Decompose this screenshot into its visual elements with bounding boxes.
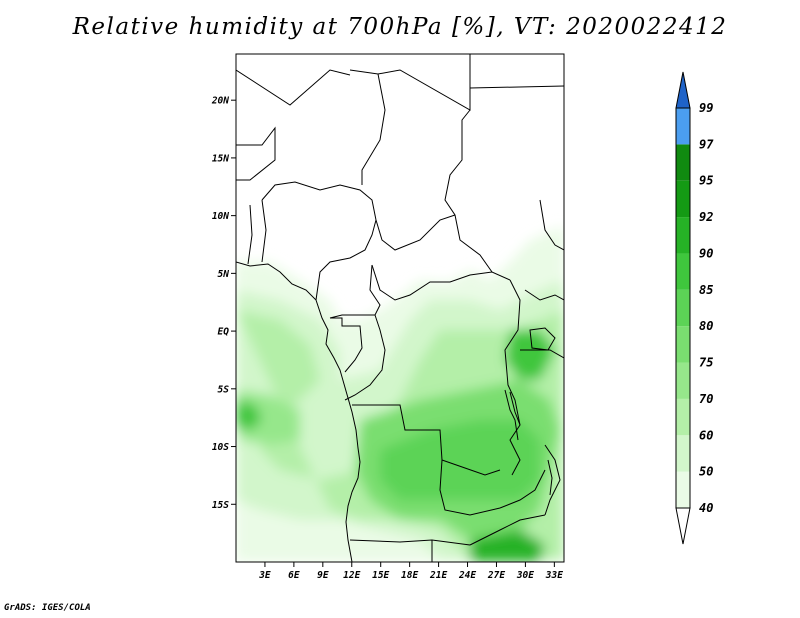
lat-tick-label: 20N: [211, 96, 229, 107]
colorbar-segment: [676, 253, 690, 290]
border-niger-chad: [361, 73, 386, 185]
border-cameroon-car: [375, 214, 456, 251]
colorbar-label: 92: [699, 210, 713, 224]
border-mali-niger: [236, 126, 276, 181]
border-angola-zambia: [439, 459, 501, 516]
colorbar-segment: [676, 144, 690, 181]
colorbar-segment: [676, 435, 690, 472]
border-algeria-niger: [236, 69, 351, 106]
colorbar-above-triangle: [675, 71, 691, 109]
humidity-region-90: [470, 530, 545, 562]
colorbar-segment: [676, 108, 690, 145]
lat-tick-label: EQ: [218, 327, 230, 338]
humidity-region-85: [236, 400, 262, 430]
lat-tick-label: 5S: [218, 384, 230, 395]
humidity-region-80: [380, 420, 540, 500]
map-title: Relative humidity at 700hPa [%], VT: 202…: [72, 14, 728, 40]
border-nigeria-north: [261, 181, 377, 221]
colorbar-segment: [676, 289, 690, 327]
border-east-drc: [504, 279, 521, 476]
border-uganda-kenya: [524, 289, 564, 301]
border-togo: [247, 204, 253, 265]
border-nigeria-cameroon: [315, 219, 377, 301]
colorbar-label: 95: [699, 174, 713, 188]
country-borders: [236, 54, 564, 562]
lon-tick-label: 30E: [516, 570, 534, 581]
colorbar-label: 40: [699, 501, 713, 515]
colorbar-label: 80: [699, 319, 713, 333]
colorbar-segment: [676, 471, 690, 508]
lat-tick-label: 15N: [212, 153, 229, 164]
border-sudan-egypt: [469, 85, 564, 89]
colorbar-segment: [676, 217, 690, 254]
humidity-region-70: [236, 390, 300, 445]
colorbar-segment: [676, 326, 690, 363]
humidity-field: [236, 226, 564, 562]
lat-tick-label: 10N: [212, 211, 229, 222]
colorbar-label: 97: [699, 137, 714, 151]
lake-tanganyika: [504, 389, 521, 441]
lon-tick-label: 3E: [258, 570, 271, 581]
border-gabon: [330, 317, 363, 373]
border-tanzania: [520, 349, 564, 359]
lon-tick-label: 33E: [545, 570, 563, 581]
border-libya: [349, 54, 471, 111]
axis-ticks: 20N 15N 10N 5N EQ 5S 10S 15S 3E 6E 9E 12E 15E 18E 21E 2…: [211, 96, 563, 581]
lon-tick-label: 27E: [487, 570, 505, 581]
border-drc-angola: [352, 404, 501, 476]
lake-malawi: [547, 459, 553, 496]
lake-victoria: [529, 327, 556, 351]
colorbar-label: 50: [699, 465, 713, 479]
colorbar-segment: [676, 180, 690, 218]
border-car-south: [371, 264, 511, 301]
map-frame: [235, 53, 565, 563]
humidity-region-85b: [505, 330, 555, 380]
lat-tick-label: 15S: [212, 500, 229, 511]
lon-tick-label: 18E: [401, 570, 418, 581]
colorbar-label: 75: [699, 356, 713, 370]
lon-tick-label: 15E: [372, 570, 389, 581]
colorbar-label: 60: [699, 428, 713, 442]
lon-tick-label: 9E: [317, 570, 329, 581]
colorbar-segment: [676, 362, 690, 399]
colorbar-label: 70: [699, 392, 713, 406]
border-malawi: [544, 444, 561, 516]
border-congo-drc: [344, 314, 386, 401]
colorbar-label: 85: [699, 283, 713, 297]
lon-tick-label: 24E: [458, 570, 476, 581]
border-zambia-zim: [469, 514, 546, 546]
border-angola-namibia: [349, 539, 471, 546]
grads-credit: GrADS: IGES/COLA: [4, 603, 91, 613]
lon-tick-label: 12E: [343, 570, 360, 581]
colorbar-label: 90: [699, 246, 713, 260]
lon-tick-label: 21E: [429, 570, 447, 581]
lat-tick-label: 5N: [218, 269, 230, 280]
lat-tick-label: 10S: [212, 442, 229, 453]
colorbar-segment: [676, 398, 690, 436]
colorbar-frame: [675, 107, 691, 509]
colorbar-below-triangle: [675, 507, 691, 545]
colorbar: 40 50 60 70 75 80 85 90 92 95 97 99: [675, 71, 714, 545]
border-cameroon-congo: [329, 264, 381, 319]
border-benin: [261, 199, 267, 263]
coastline: [236, 261, 361, 562]
colorbar-label: 99: [699, 101, 713, 115]
lon-tick-label: 6E: [288, 570, 300, 581]
border-misc-1: [499, 469, 546, 509]
border-ethiopia: [539, 199, 564, 251]
border-chad-sudan: [444, 109, 493, 273]
